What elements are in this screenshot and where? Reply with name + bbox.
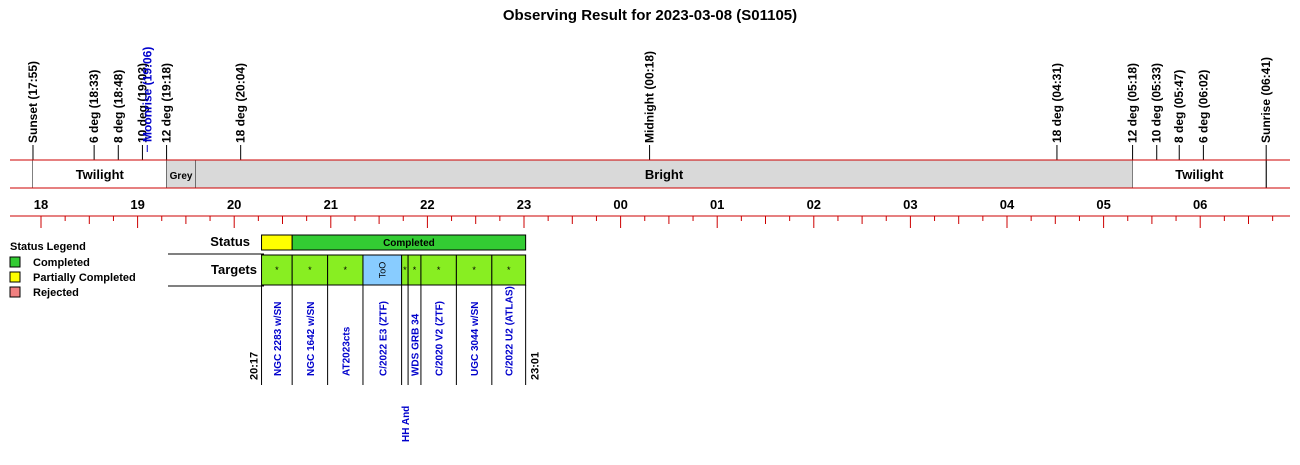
target-block [291,254,329,286]
target-mark: * [308,265,312,275]
legend-swatch [9,271,21,283]
period-band [32,160,167,188]
hour-label: 04 [1000,197,1015,212]
target-name: C/2020 V2 (ZTF) [435,301,446,376]
hour-axis: 18 19 20 21 22 23 00 01 02 03 04 05 06 [10,197,1290,228]
status-row: Status Completed [168,234,527,255]
target-mark: * [413,265,417,275]
target-block [362,254,403,286]
legend-swatch [9,286,21,298]
sky-periods: Twilight Grey Bright Twilight [10,159,1290,189]
hour-label: 02 [807,197,821,212]
target-block [491,254,527,286]
target-name: WDS GRB 34 [411,313,422,376]
chart-title: Observing Result for 2023-03-08 (S01105) [503,7,797,24]
hour-label: 18 [34,197,48,212]
period-band [166,160,196,188]
event-label: Sunrise (06:41) [1259,57,1273,143]
hour-label: 21 [324,197,338,212]
legend-swatch [9,256,21,268]
hour-label: 01 [710,197,724,212]
status-legend: Status Legend Completed Partially Complet… [9,241,136,299]
target-mark: * [275,265,279,275]
event-label: Midnight (00:18) [643,51,657,143]
event-label: Moonrise (19:06) [140,47,154,142]
hour-label: 22 [420,197,434,212]
status-segment [291,234,527,251]
period-label: Twilight [76,167,125,182]
period-label: Twilight [1175,167,1224,182]
target-mark: * [403,265,407,275]
target-name: HH And [401,406,412,442]
targets-row: Targets * NGC 2283 w/SN * NGC 1642 w/SN * AT2… [168,254,542,442]
period-label: Bright [645,167,684,182]
event-label: Sunset (17:55) [26,61,40,143]
target-name: NGC 1642 w/SN [306,302,317,376]
legend-item-label: Completed [33,257,90,269]
target-name: NGC 2283 w/SN [273,302,284,376]
status-segment [261,234,293,251]
event-label: 12 deg (19:18) [160,63,174,143]
target-block [420,254,457,286]
event-label: 10 deg (05:33) [1150,63,1164,143]
status-segment-label: Completed [383,238,435,249]
hour-label: 06 [1193,197,1207,212]
target-mark: * [437,265,441,275]
event-label: 8 deg (18:48) [111,70,125,143]
event-label: 10 deg (19:03) [135,63,149,143]
target-name: UGC 3044 w/SN [470,302,481,376]
legend-item-label: Partially Completed [33,272,136,284]
event-label: 6 deg (06:02) [1196,70,1210,143]
event-label: 12 deg (05:18) [1126,63,1140,143]
target-mark: * [507,265,511,275]
event-label: 18 deg (20:04) [234,63,248,143]
target-mark: ToO [377,262,387,279]
target-block [455,254,493,286]
targets-row-label: Targets [211,262,257,277]
target-mark: * [472,265,476,275]
hour-label: 05 [1096,197,1110,212]
hour-label: 19 [130,197,144,212]
targets-end-time: 23:01 [530,352,542,380]
target-name: AT2023cts [341,326,352,376]
hour-label: 20 [227,197,241,212]
legend-title: Status Legend [10,241,86,253]
hour-label: 00 [613,197,627,212]
period-band [1132,160,1267,188]
status-row-label: Status [210,234,250,249]
target-mark: * [344,265,348,275]
target-name: C/2022 E3 (ZTF) [378,301,389,376]
event-label: 18 deg (04:31) [1050,63,1064,143]
period-band [195,160,1133,188]
targets-start-time: 20:17 [249,352,261,380]
hour-label: 03 [903,197,917,212]
event-label: 6 deg (18:33) [87,70,101,143]
hour-label: 23 [517,197,531,212]
event-markers: Sunset (17:55) 6 deg (18:33) 8 deg (18:48)… [26,47,1273,188]
target-name: C/2022 U2 (ATLAS) [505,286,516,376]
period-label: Grey [170,171,193,182]
event-label: 8 deg (05:47) [1172,70,1186,143]
target-block [261,254,293,286]
legend-item-label: Rejected [33,287,79,299]
